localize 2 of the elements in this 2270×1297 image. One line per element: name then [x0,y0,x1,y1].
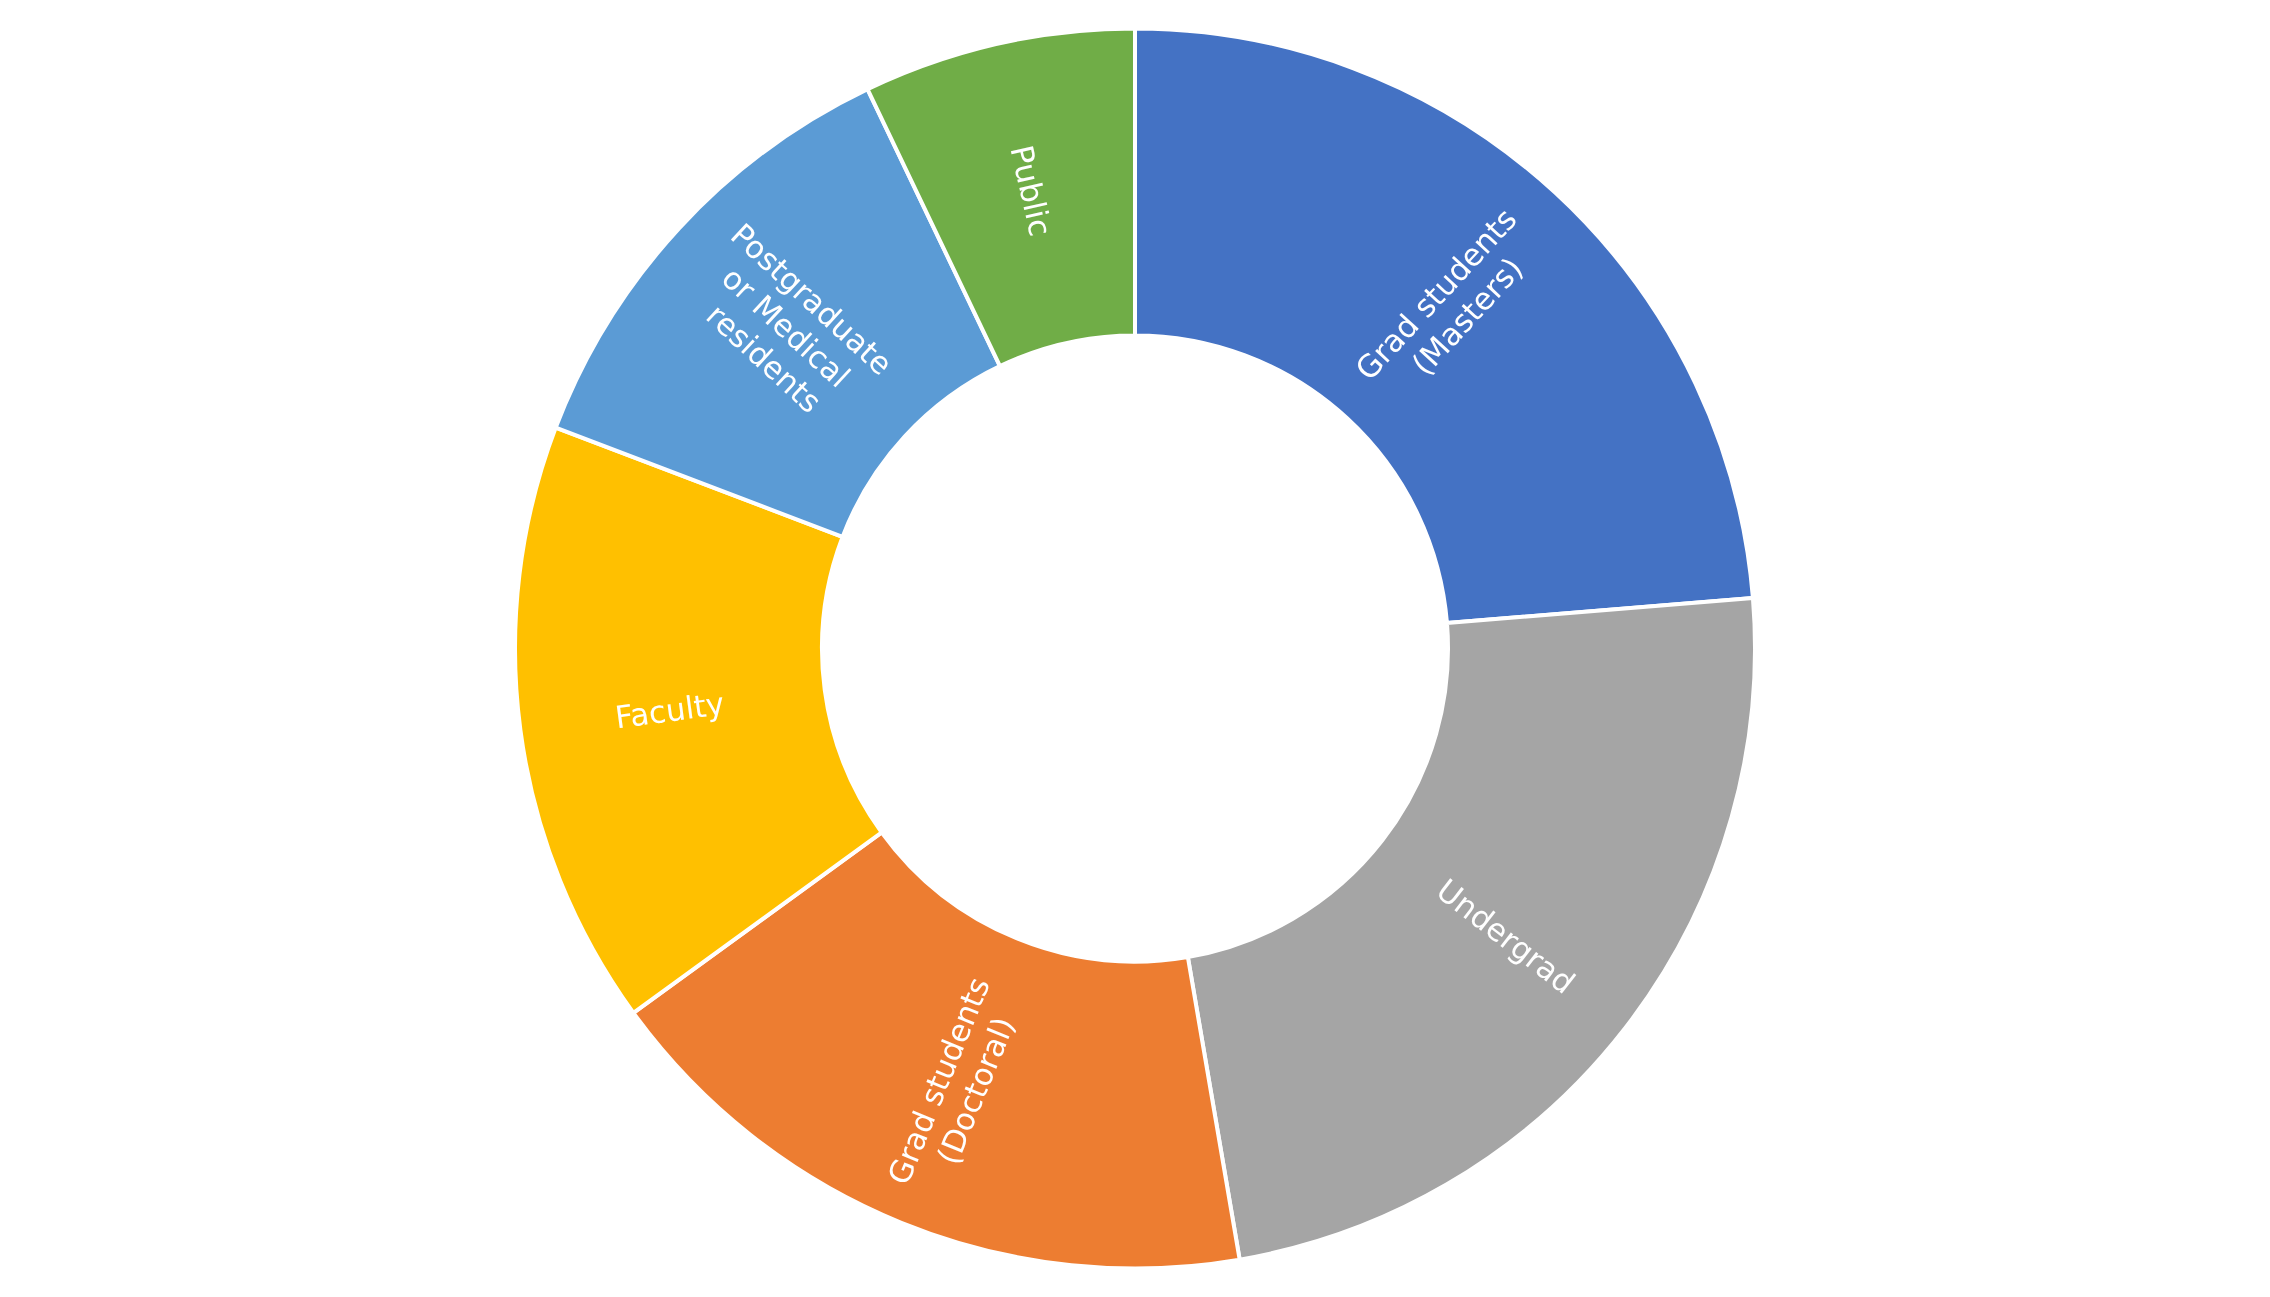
slice-label: Faculty [612,685,727,736]
slice-label: Public [1003,141,1059,240]
